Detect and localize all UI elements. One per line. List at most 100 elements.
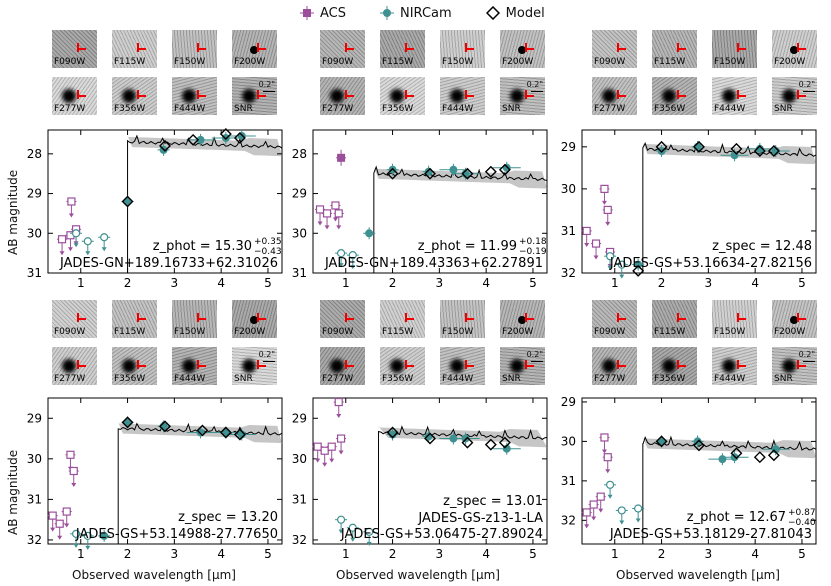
nircam-point [363, 227, 376, 240]
acs-arrowhead [59, 251, 65, 256]
acs-marker [67, 197, 76, 206]
nircam-point [615, 506, 628, 525]
nircam-marker [348, 523, 357, 532]
position-marker [405, 48, 414, 50]
model-diamond [121, 195, 134, 208]
nircam-point [70, 229, 83, 248]
legend-item-acs: ACS [300, 6, 346, 21]
acs-point [581, 226, 592, 247]
cutout-label: F277W [594, 374, 626, 384]
cutout-f277w: F277W [320, 77, 365, 115]
acs-arrowhead [315, 458, 321, 463]
cutout-f090w: F090W [592, 300, 637, 338]
position-marker [257, 43, 259, 52]
model-diamond [730, 447, 743, 460]
nircam-marker [71, 229, 81, 238]
y-tick-label: 31 [27, 492, 42, 506]
nircam-marker [83, 531, 92, 540]
position-marker [737, 318, 746, 320]
position-marker [137, 90, 139, 99]
position-marker [677, 360, 679, 369]
cutout-f090w: F090W [592, 30, 637, 68]
position-marker [525, 365, 534, 367]
source-blob [390, 89, 404, 103]
position-marker [617, 365, 626, 367]
source-blob [122, 359, 136, 373]
redshift-label: z_spec = 12.48 [712, 239, 812, 254]
cutout-label: F356W [654, 104, 686, 114]
model-uncertainty-band [642, 437, 816, 459]
cutout-f356w: F356W [380, 347, 425, 385]
nircam-point [121, 416, 134, 429]
cutout-f150w: F150W [440, 30, 485, 68]
position-marker [77, 318, 86, 320]
source-blob [602, 89, 616, 103]
acs-arrowhead [67, 247, 73, 252]
nircam-point [98, 529, 111, 542]
source-blob [390, 359, 404, 373]
object-name: JADES-GN+189.16733+62.31026 [59, 256, 278, 271]
nircam-point [632, 258, 645, 271]
position-marker [465, 313, 467, 322]
x-tick-label: 4 [482, 276, 490, 290]
object-name: JADES-GS+53.06475-27.89024 [340, 527, 543, 542]
nircam-arrowhead [101, 247, 107, 252]
acs-arrowhead [332, 217, 338, 222]
scale-bar [803, 91, 815, 92]
acs-point [599, 433, 610, 454]
object-name: JADES-GS+53.14988-27.77650 [75, 527, 278, 542]
nircam-arrowhead [607, 494, 613, 499]
cutout-f090w: F090W [52, 300, 97, 338]
redshift-label: z_phot = 15.30 [153, 239, 252, 254]
source-blob [518, 46, 526, 54]
redshift-label: z_spec = 13.20 [178, 510, 278, 525]
legend-label-nircam: NIRCam [400, 5, 452, 21]
x-tick-label: 4 [751, 276, 759, 290]
model-diamond [767, 145, 780, 158]
cutout-label: F444W [442, 104, 474, 114]
nircam-marker [449, 434, 458, 443]
cutout-label: F090W [54, 57, 86, 67]
cutout-label: F115W [114, 57, 146, 67]
cutout-f150w: F150W [712, 30, 757, 68]
model-uncertainty-band [373, 167, 547, 189]
position-marker [797, 360, 799, 369]
source-blob [662, 359, 676, 373]
source-blob [510, 359, 524, 373]
acs-arrowhead [329, 458, 335, 463]
nircam-arrowhead [619, 520, 625, 525]
model-spectrum-line [313, 425, 548, 545]
model-diamond [461, 436, 474, 449]
position-marker [405, 95, 414, 97]
source-blob [450, 359, 464, 373]
acs-marker [600, 184, 609, 193]
acs-arrowhead [322, 462, 328, 467]
position-marker [197, 95, 206, 97]
cutout-label: SNR [234, 104, 253, 114]
model-diamond [219, 426, 232, 439]
acs-marker [320, 446, 329, 455]
acs-point [336, 149, 347, 166]
acs-point [336, 434, 347, 455]
model-diamond [498, 436, 511, 449]
model-diamond [655, 140, 668, 153]
object-name: JADES-GN+189.43363+62.27891 [324, 256, 543, 271]
cutout-label: F150W [442, 327, 474, 337]
position-marker [525, 95, 534, 97]
nircam-marker [617, 260, 626, 269]
cutout-f200w: F200W [772, 30, 817, 68]
acs-arrowhead [336, 414, 342, 419]
position-marker [677, 90, 679, 99]
acs-arrowhead [601, 200, 607, 205]
cutout-label: SNR [234, 374, 253, 384]
acs-arrowhead [605, 469, 611, 474]
cutout-label: F200W [234, 327, 266, 337]
nircam-point [335, 249, 348, 268]
x-tick-label: 3 [705, 547, 713, 561]
cutout-snr: 0.2" SNR [232, 347, 277, 385]
position-marker [77, 48, 86, 50]
cutout-label: F115W [654, 327, 686, 337]
acs-point [333, 397, 344, 419]
y-tick-label: 29 [27, 187, 42, 201]
nircam-arrowhead [85, 545, 91, 550]
